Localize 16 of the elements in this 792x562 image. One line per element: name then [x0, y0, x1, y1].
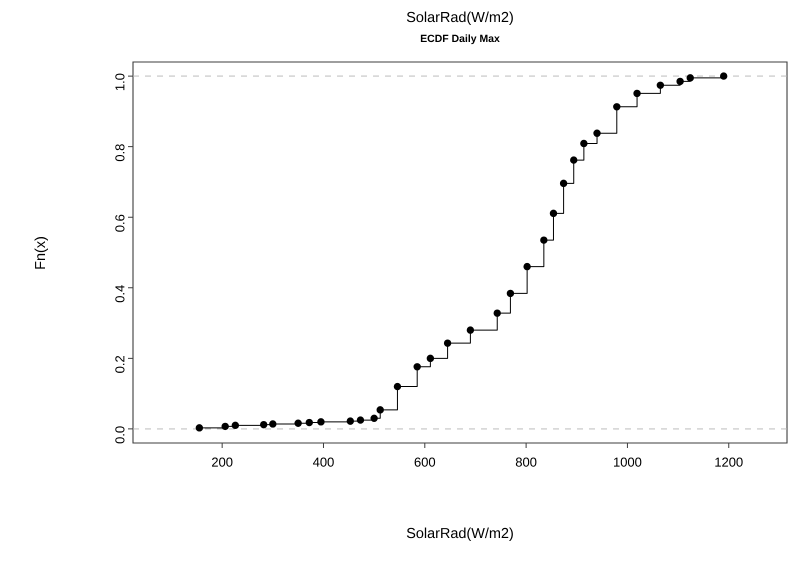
y-tick-label: 0.0: [115, 426, 124, 444]
chart-title: SolarRad(W/m2): [406, 12, 513, 25]
x-axis-title: SolarRad(W/m2): [406, 528, 513, 541]
x-tick-label: 600: [414, 458, 436, 467]
y-tick-label: 1.0: [115, 74, 124, 90]
x-tick-label: 200: [212, 458, 232, 467]
x-tick-label: 800: [516, 458, 536, 467]
y-tick-label: 0.4: [115, 285, 124, 302]
y-axis-title: Fn(x): [34, 237, 48, 269]
x-tick-label: 1200: [715, 458, 743, 467]
y-tick-label: 0.2: [115, 356, 124, 373]
y-tick-label: 0.8: [115, 144, 124, 162]
x-tick-label: 400: [312, 458, 334, 467]
y-tick-label: 0.6: [115, 214, 124, 232]
chart-subtitle: ECDF Daily Max: [420, 34, 500, 44]
x-tick-label: 1000: [614, 458, 642, 467]
